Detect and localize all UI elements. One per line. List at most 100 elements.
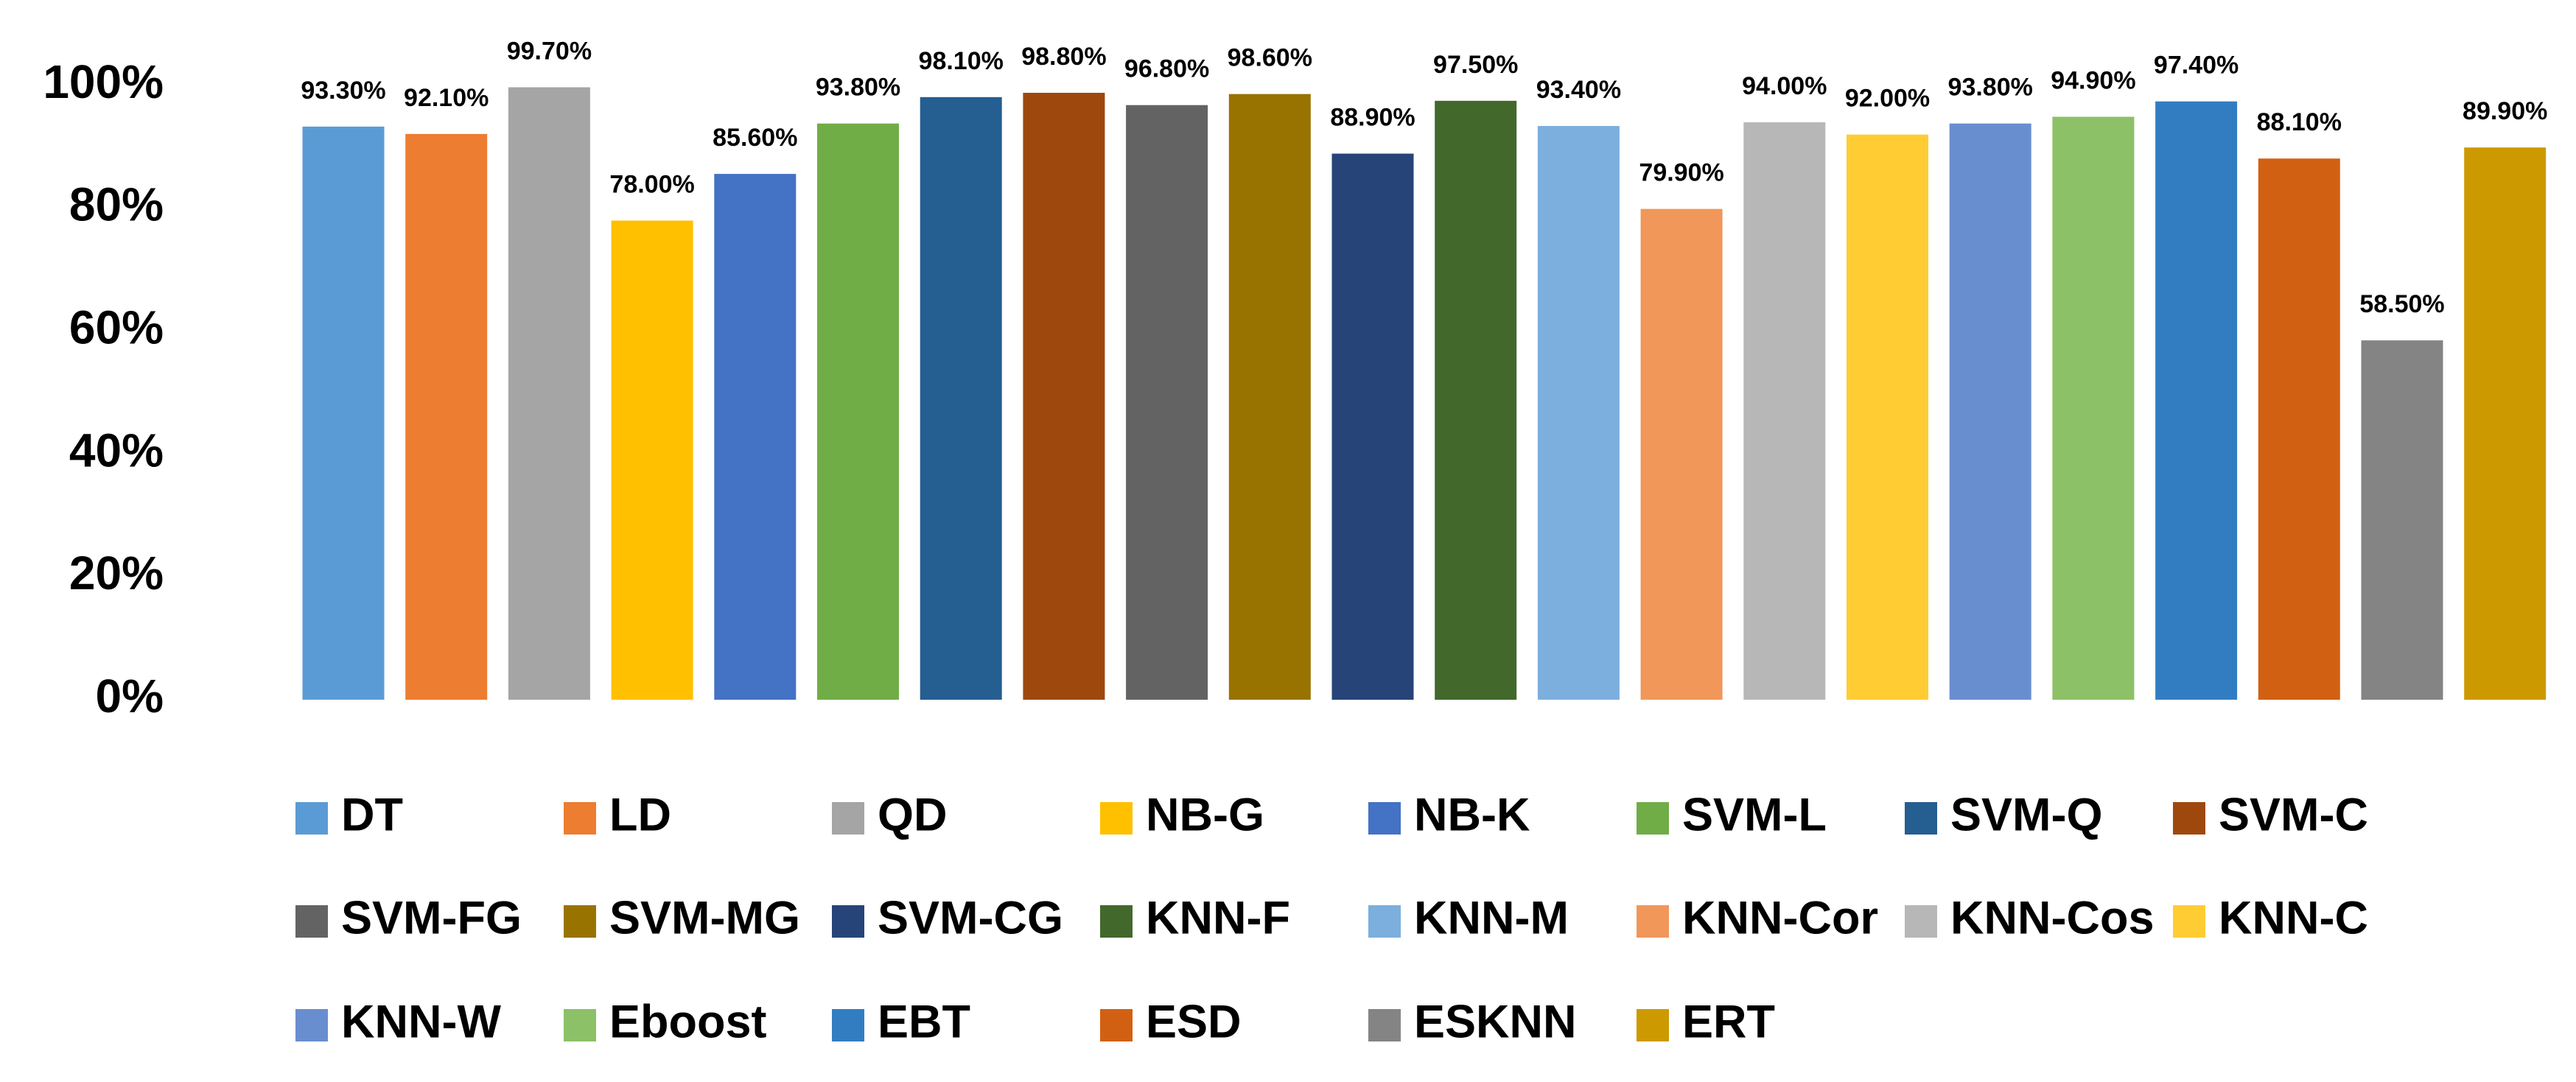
legend-label: KNN-W: [341, 997, 501, 1048]
legend-label: DT: [341, 790, 403, 841]
legend-item-knn-cor: KNN-Cor: [1637, 893, 1878, 944]
data-label: 58.50%: [2359, 290, 2444, 318]
data-label: 98.60%: [1228, 44, 1312, 72]
legend-label: Eboost: [609, 997, 767, 1048]
data-label: 97.50%: [1433, 51, 1518, 79]
bar-knn-cor: [1640, 208, 1723, 700]
legend-item-knn-cos: KNN-Cos: [1905, 893, 2155, 944]
legend-label: KNN-F: [1146, 893, 1290, 944]
legend-swatch: [832, 802, 864, 835]
legend-item-knn-c: KNN-C: [2173, 893, 2368, 944]
data-label: 93.80%: [1948, 74, 2033, 102]
data-label: 93.80%: [816, 74, 900, 102]
legend-item-svm-l: SVM-L: [1637, 790, 1827, 841]
legend-swatch: [1100, 802, 1133, 835]
bar-ld: [405, 133, 488, 700]
legend-swatch: [1905, 802, 1937, 835]
legend-label: SVM-FG: [341, 893, 522, 944]
bar-nb-g: [611, 220, 693, 700]
legend-item-esknn: ESKNN: [1368, 997, 1577, 1048]
legend-swatch: [832, 905, 864, 938]
bar-svm-c: [1023, 93, 1105, 700]
legend-label: KNN-C: [2219, 893, 2368, 944]
legend-item-svm-fg: SVM-FG: [295, 893, 522, 944]
data-labels: 93.30% 92.10% 99.70% 78.00% 85.60% 93.80% 98.1…: [301, 38, 2547, 319]
data-label: 94.00%: [1742, 72, 1827, 100]
bar-svm-l: [817, 123, 899, 700]
legend-swatch: [295, 1009, 328, 1041]
legend-label: SVM-C: [2219, 790, 2368, 841]
data-label: 93.40%: [1536, 76, 1621, 104]
data-label: 78.00%: [609, 170, 694, 198]
legend-swatch: [564, 802, 596, 835]
data-label: 96.80%: [1124, 55, 1209, 83]
bar-svm-mg: [1228, 94, 1311, 700]
bar-esknn: [2361, 340, 2443, 700]
legend-item-dt: DT: [295, 790, 403, 841]
legend-item-ebt: EBT: [832, 997, 970, 1048]
legend-swatch: [2173, 905, 2205, 938]
legend-label: ESKNN: [1414, 997, 1577, 1048]
data-label: 92.00%: [1845, 85, 1930, 113]
y-tick-label: 20%: [69, 547, 164, 600]
legend-swatch: [2173, 802, 2205, 835]
legend-item-ert: ERT: [1637, 997, 1775, 1048]
y-tick-label: 0%: [96, 670, 164, 723]
legend-swatch: [1368, 905, 1401, 938]
legend-label: KNN-Cor: [1682, 893, 1878, 944]
bar-knn-cos: [1743, 122, 1826, 700]
data-label: 97.40%: [2154, 52, 2239, 80]
legend-item-knn-w: KNN-W: [295, 997, 501, 1048]
legend-item-eboost: Eboost: [564, 997, 767, 1048]
y-axis: 0% 20% 40% 60% 80% 100%: [43, 55, 164, 723]
legend-label: NB-G: [1146, 790, 1264, 841]
data-label: 88.90%: [1330, 104, 1415, 132]
legend-swatch: [295, 802, 328, 835]
legend-item-svm-cg: SVM-CG: [832, 893, 1063, 944]
legend-swatch: [1637, 905, 1669, 938]
legend-label: KNN-M: [1414, 893, 1569, 944]
legend-item-qd: QD: [832, 790, 948, 841]
legend-label: ESD: [1146, 997, 1242, 1048]
legend-swatch: [1368, 802, 1401, 835]
data-label: 88.10%: [2257, 108, 2342, 136]
bar-knn-f: [1435, 100, 1517, 700]
legend-swatch: [564, 1009, 596, 1041]
legend-swatch: [295, 905, 328, 938]
legend-label: SVM-L: [1682, 790, 1827, 841]
data-label: 85.60%: [713, 124, 797, 152]
legend-label: SVM-CG: [878, 893, 1063, 944]
legend-label: ERT: [1682, 997, 1775, 1048]
legend-swatch: [1100, 1009, 1133, 1041]
legend-swatch: [1100, 905, 1133, 938]
legend-item-svm-q: SVM-Q: [1905, 790, 2103, 841]
data-label: 99.70%: [507, 38, 592, 66]
bar-knn-m: [1537, 126, 1620, 700]
legend-swatch: [1905, 905, 1937, 938]
bar-knn-w: [1949, 123, 2031, 700]
legend-label: SVM-Q: [1950, 790, 2103, 841]
legend-swatch: [1637, 802, 1669, 835]
y-tick-label: 80%: [69, 178, 164, 231]
legend-item-nb-g: NB-G: [1100, 790, 1264, 841]
legend-label: NB-K: [1414, 790, 1530, 841]
data-label: 79.90%: [1639, 159, 1723, 187]
bar-esd: [2258, 158, 2340, 700]
legend-label: SVM-MG: [609, 893, 800, 944]
legend-swatch: [1637, 1009, 1669, 1041]
legend-item-svm-mg: SVM-MG: [564, 893, 800, 944]
data-label: 98.10%: [919, 47, 1004, 75]
legend-item-nb-k: NB-K: [1368, 790, 1530, 841]
bar-ert: [2464, 147, 2547, 700]
legend-item-svm-c: SVM-C: [2173, 790, 2368, 841]
y-tick-label: 60%: [69, 301, 164, 354]
data-label: 89.90%: [2463, 97, 2547, 125]
data-label: 98.80%: [1021, 43, 1106, 71]
bar-svm-cg: [1331, 153, 1414, 700]
bar-qd: [508, 87, 590, 700]
data-label: 92.10%: [404, 84, 489, 112]
legend-swatch: [1368, 1009, 1401, 1041]
y-tick-label: 100%: [43, 55, 164, 108]
bar-dt: [302, 126, 385, 700]
